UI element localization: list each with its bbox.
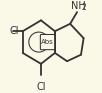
Text: Cl: Cl xyxy=(9,26,19,36)
Text: 2: 2 xyxy=(82,3,86,12)
Text: Abs: Abs xyxy=(41,39,54,45)
FancyBboxPatch shape xyxy=(40,35,55,50)
Text: NH: NH xyxy=(71,1,86,11)
Text: Cl: Cl xyxy=(36,82,46,92)
